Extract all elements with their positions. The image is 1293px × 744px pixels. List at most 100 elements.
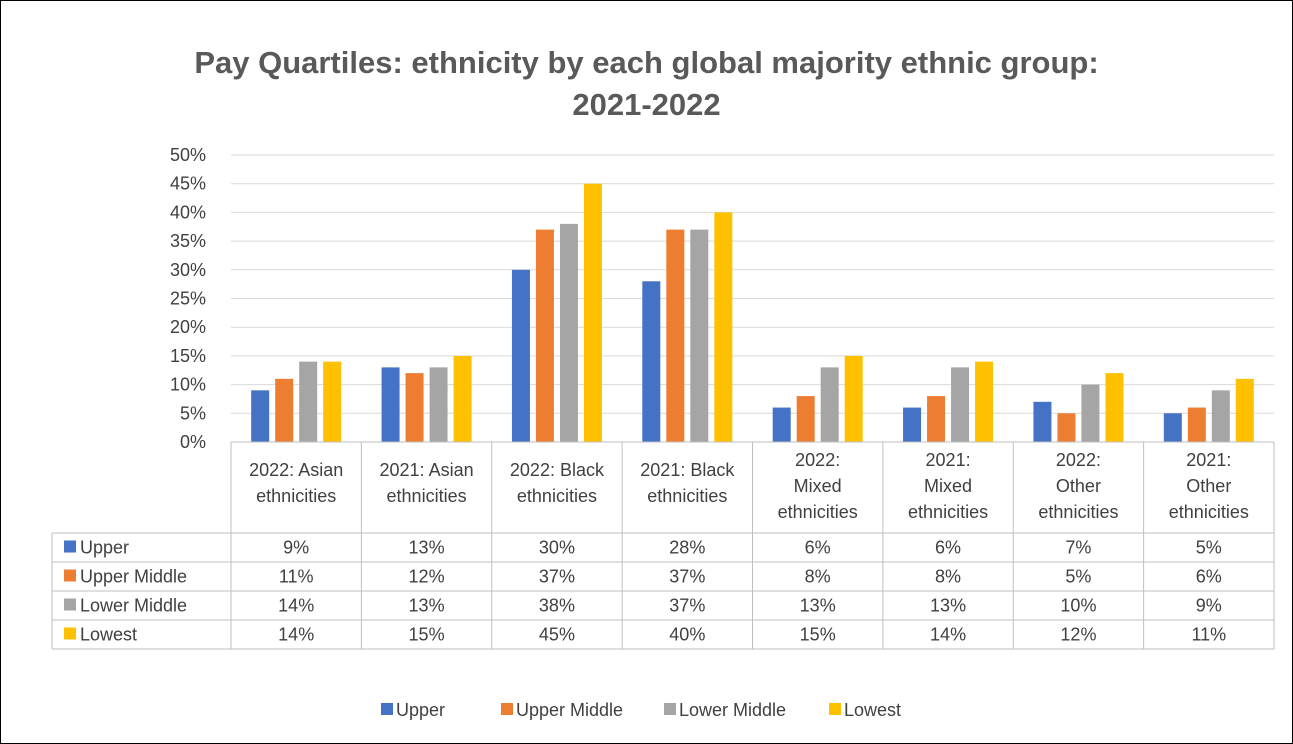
category-label: Other — [1186, 476, 1231, 496]
legend-key — [501, 703, 513, 715]
bar-lower-middle — [1081, 384, 1100, 442]
table-cell-value: 13% — [409, 596, 445, 616]
table-row-label: Lowest — [80, 625, 137, 645]
table-cell-value: 6% — [1196, 567, 1222, 587]
category-label: 2021: — [1186, 450, 1231, 470]
bar-upper — [511, 269, 530, 442]
y-tick-label: 35% — [170, 231, 206, 251]
bar-upper — [772, 407, 791, 442]
category-label: ethnicities — [1038, 502, 1118, 522]
y-tick-label: 25% — [170, 289, 206, 309]
bar-lower-middle — [559, 223, 578, 442]
table-legend-key — [64, 627, 76, 640]
bar-upper-middle — [796, 396, 815, 442]
y-tick-label: 50% — [170, 145, 206, 165]
category-label: Other — [1056, 476, 1101, 496]
table-cell-value: 28% — [669, 538, 705, 558]
y-tick-label: 40% — [170, 202, 206, 222]
bar-lower-middle — [429, 367, 448, 442]
bar-lower-middle — [690, 229, 709, 442]
bar-upper-middle — [666, 229, 685, 442]
table-cell-value: 7% — [1065, 538, 1091, 558]
legend-key — [381, 703, 393, 715]
bar-upper-middle — [1187, 407, 1206, 442]
chart-title-line-2: 2021-2022 — [572, 87, 721, 122]
table-cell-value: 45% — [539, 625, 575, 645]
category-label: ethnicities — [908, 502, 988, 522]
bar-lower-middle — [951, 367, 970, 442]
bar-lowest — [453, 355, 472, 442]
bar-upper — [903, 407, 922, 442]
chart-title-line-1: Pay Quartiles: ethnicity by each global … — [194, 45, 1099, 80]
legend-label: Lowest — [844, 700, 901, 720]
bar-lowest — [583, 183, 602, 442]
table-cell-value: 6% — [935, 538, 961, 558]
table-legend-key — [64, 569, 76, 582]
legend-key — [664, 703, 676, 715]
category-label: ethnicities — [387, 486, 467, 506]
bar-upper-middle — [535, 229, 554, 442]
table-cell-value: 13% — [930, 596, 966, 616]
table-cell-value: 9% — [1196, 596, 1222, 616]
table-row-label: Upper Middle — [80, 567, 187, 587]
y-tick-label: 10% — [170, 375, 206, 395]
category-label: Mixed — [794, 476, 842, 496]
legend-label: Upper — [396, 700, 445, 720]
category-label: 2022: Black — [510, 460, 605, 480]
y-tick-label: 30% — [170, 260, 206, 280]
table-cell-value: 10% — [1060, 596, 1096, 616]
table-cell-value: 15% — [409, 625, 445, 645]
table-cell-value: 13% — [409, 538, 445, 558]
category-label: ethnicities — [256, 486, 336, 506]
category-label: ethnicities — [778, 502, 858, 522]
table-cell-value: 14% — [278, 596, 314, 616]
table-cell-value: 15% — [800, 625, 836, 645]
table-cell-value: 6% — [805, 538, 831, 558]
category-label: 2022: — [795, 450, 840, 470]
table-cell-value: 11% — [1191, 625, 1226, 645]
bar-upper — [251, 390, 270, 442]
table-cell-value: 9% — [283, 538, 309, 558]
bar-lower-middle — [299, 361, 318, 442]
category-label: ethnicities — [517, 486, 597, 506]
category-label: 2022: — [1056, 450, 1101, 470]
table-cell-value: 37% — [669, 567, 705, 587]
table-cell-value: 14% — [278, 625, 314, 645]
y-tick-label: 20% — [170, 317, 206, 337]
table-cell-value: 13% — [800, 596, 836, 616]
table-cell-value: 14% — [930, 625, 966, 645]
bar-upper — [642, 281, 661, 442]
y-tick-label: 45% — [170, 174, 206, 194]
y-tick-label: 0% — [180, 432, 206, 452]
category-label: 2021: — [926, 450, 971, 470]
table-row-label: Upper — [80, 538, 129, 558]
table-cell-value: 12% — [1060, 625, 1096, 645]
bar-lowest — [323, 361, 342, 442]
bar-lowest — [975, 361, 994, 442]
bar-upper-middle — [275, 378, 294, 442]
bar-lower-middle — [820, 367, 839, 442]
bar-lowest — [1105, 373, 1124, 442]
table-cell-value: 5% — [1196, 538, 1222, 558]
bar-upper-middle — [1057, 413, 1076, 442]
bar-upper-middle — [405, 373, 424, 442]
bar-upper — [1163, 413, 1182, 442]
bar-lowest — [714, 212, 733, 442]
table-cell-value: 30% — [539, 538, 575, 558]
y-tick-label: 5% — [180, 403, 206, 423]
table-cell-value: 11% — [279, 567, 314, 587]
bar-upper — [381, 367, 400, 442]
table-cell-value: 8% — [805, 567, 831, 587]
bar-lowest — [1235, 378, 1254, 442]
category-label: 2021: Black — [640, 460, 735, 480]
category-label: ethnicities — [1169, 502, 1249, 522]
table-cell-value: 40% — [669, 625, 705, 645]
legend-key — [829, 703, 841, 715]
bar-lower-middle — [1211, 390, 1230, 442]
table-cell-value: 37% — [669, 596, 705, 616]
table-legend-key — [64, 540, 76, 553]
table-cell-value: 5% — [1065, 567, 1091, 587]
table-cell-value: 8% — [935, 567, 961, 587]
bar-upper-middle — [927, 396, 946, 442]
